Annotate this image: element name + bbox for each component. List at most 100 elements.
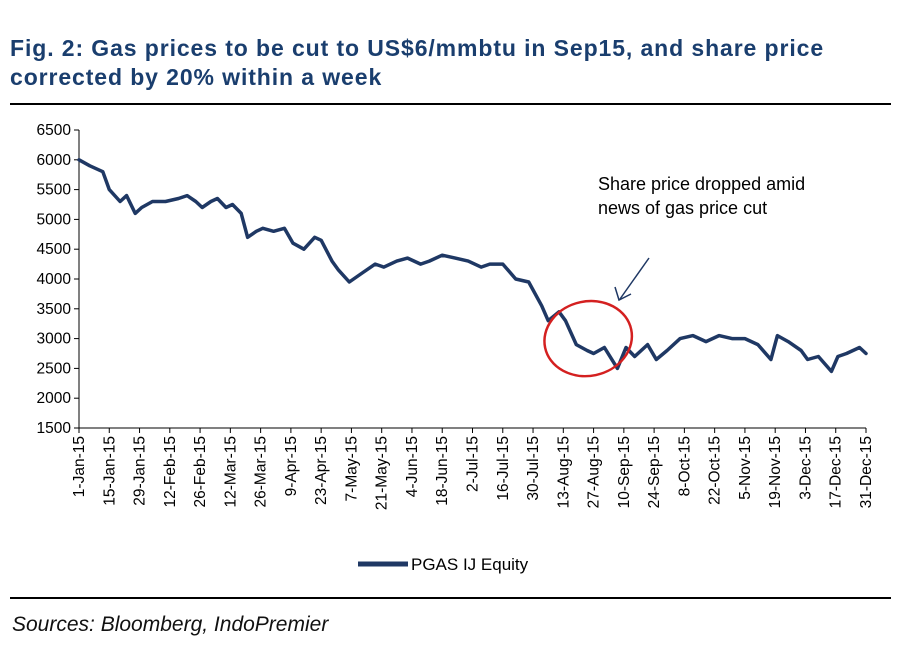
data-point bbox=[586, 349, 588, 352]
data-point bbox=[655, 358, 658, 361]
data-point bbox=[837, 355, 839, 358]
x-tick-label: 23-Apr-15 bbox=[313, 436, 330, 505]
data-point bbox=[646, 343, 649, 346]
data-point bbox=[255, 230, 258, 233]
data-point bbox=[134, 212, 137, 215]
y-tick-label: 3500 bbox=[37, 301, 72, 318]
annotation-text: Share price dropped amid bbox=[598, 174, 805, 194]
x-tick-label: 8-Oct-15 bbox=[676, 436, 693, 496]
data-point bbox=[817, 355, 820, 358]
data-point bbox=[283, 227, 286, 230]
data-point bbox=[787, 340, 789, 343]
data-point bbox=[261, 227, 264, 230]
data-point bbox=[575, 343, 578, 346]
data-point bbox=[718, 334, 720, 337]
data-point bbox=[201, 206, 204, 209]
data-point bbox=[603, 346, 606, 349]
arrow-head-icon bbox=[614, 286, 632, 302]
x-tick-label: 7-May-15 bbox=[343, 436, 360, 501]
x-tick-label: 19-Nov-15 bbox=[767, 436, 784, 508]
data-point bbox=[177, 197, 180, 200]
x-tick-label: 24-Sep-15 bbox=[646, 436, 663, 508]
data-point bbox=[151, 200, 154, 203]
annotation-text: news of gas price cut bbox=[598, 198, 767, 218]
data-point bbox=[186, 194, 188, 197]
source-note: Sources: Bloomberg, IndoPremier bbox=[12, 613, 329, 636]
data-point bbox=[744, 337, 746, 340]
x-tick-label: 10-Sep-15 bbox=[616, 436, 633, 508]
data-point bbox=[501, 263, 504, 265]
data-point bbox=[361, 272, 364, 274]
y-tick-label: 6500 bbox=[37, 122, 72, 139]
x-tick-label: 26-Feb-15 bbox=[192, 436, 209, 508]
data-point bbox=[406, 257, 409, 259]
chart-title: Fig. 2: Gas prices to be cut to US$6/mmb… bbox=[10, 35, 825, 90]
data-point bbox=[428, 260, 431, 262]
data-point bbox=[108, 188, 111, 191]
y-tick-label: 6000 bbox=[37, 152, 72, 169]
x-tick-label: 21-May-15 bbox=[374, 436, 391, 510]
x-tick-label: 12-Mar-15 bbox=[222, 436, 239, 508]
x-tick-label: 5-Nov-15 bbox=[737, 436, 754, 500]
data-point bbox=[845, 352, 848, 355]
annotation-layer: Share price dropped amid news of gas pric… bbox=[543, 174, 805, 378]
data-point bbox=[564, 319, 567, 322]
data-point bbox=[806, 358, 809, 361]
data-point bbox=[830, 370, 833, 373]
y-tick-label: 1500 bbox=[37, 420, 72, 437]
data-point bbox=[592, 352, 595, 355]
annotation-arrow bbox=[619, 257, 650, 300]
highlight-ellipse bbox=[543, 299, 634, 378]
data-point bbox=[140, 206, 143, 209]
data-point bbox=[858, 346, 861, 349]
data-point bbox=[666, 349, 668, 352]
x-tick-label: 31-Dec-15 bbox=[858, 436, 875, 508]
data-point bbox=[488, 263, 491, 265]
x-tick-label: 17-Dec-15 bbox=[828, 436, 845, 508]
x-tick-label: 4-Jun-15 bbox=[404, 436, 421, 497]
x-tick-label: 12-Feb-15 bbox=[162, 436, 179, 508]
data-point bbox=[216, 197, 219, 200]
data-point bbox=[396, 260, 398, 262]
x-tick-label: 29-Jan-15 bbox=[132, 436, 149, 506]
data-point bbox=[313, 236, 316, 239]
data-point bbox=[246, 236, 249, 239]
data-point bbox=[776, 334, 779, 337]
data-point bbox=[527, 281, 530, 283]
x-tick-label: 18-Jun-15 bbox=[434, 436, 451, 506]
data-point bbox=[292, 242, 294, 245]
data-point bbox=[441, 254, 444, 256]
data-point bbox=[467, 260, 469, 262]
x-tick-label: 9-Apr-15 bbox=[283, 436, 300, 496]
data-point bbox=[633, 355, 636, 358]
x-axis-ticks: 1-Jan-15 15-Jan-15 29-Jan-15 12-Feb-15 26-Fe… bbox=[71, 428, 875, 510]
data-point bbox=[231, 203, 234, 206]
data-point bbox=[865, 352, 867, 355]
data-point bbox=[770, 358, 772, 361]
data-point bbox=[210, 200, 212, 203]
data-point bbox=[303, 248, 305, 250]
y-tick-label: 4000 bbox=[37, 271, 72, 288]
x-tick-label: 26-Mar-15 bbox=[253, 436, 270, 508]
data-point bbox=[337, 269, 340, 271]
data-point bbox=[514, 278, 517, 280]
data-point bbox=[78, 159, 80, 161]
y-tick-label: 2500 bbox=[37, 360, 72, 377]
data-point bbox=[757, 343, 759, 346]
x-tick-label: 27-Aug-15 bbox=[586, 436, 603, 508]
data-point bbox=[331, 260, 333, 262]
data-point bbox=[679, 337, 681, 340]
data-point bbox=[616, 367, 619, 370]
y-axis-ticks: 1500 2000 2500 3000 3500 4000 4500 5000 5500 6000… bbox=[37, 122, 79, 437]
x-tick-label: 2-Jul-15 bbox=[465, 436, 482, 492]
data-point bbox=[194, 200, 197, 203]
data-point bbox=[547, 319, 549, 322]
data-point bbox=[419, 263, 422, 265]
x-tick-label: 22-Oct-15 bbox=[707, 436, 724, 505]
data-point bbox=[125, 194, 128, 197]
y-tick-label: 3000 bbox=[37, 331, 72, 348]
data-point bbox=[800, 349, 802, 352]
y-tick-label: 2000 bbox=[37, 390, 72, 407]
legend-label: PGAS IJ Equity bbox=[411, 555, 529, 574]
data-point bbox=[383, 266, 385, 268]
